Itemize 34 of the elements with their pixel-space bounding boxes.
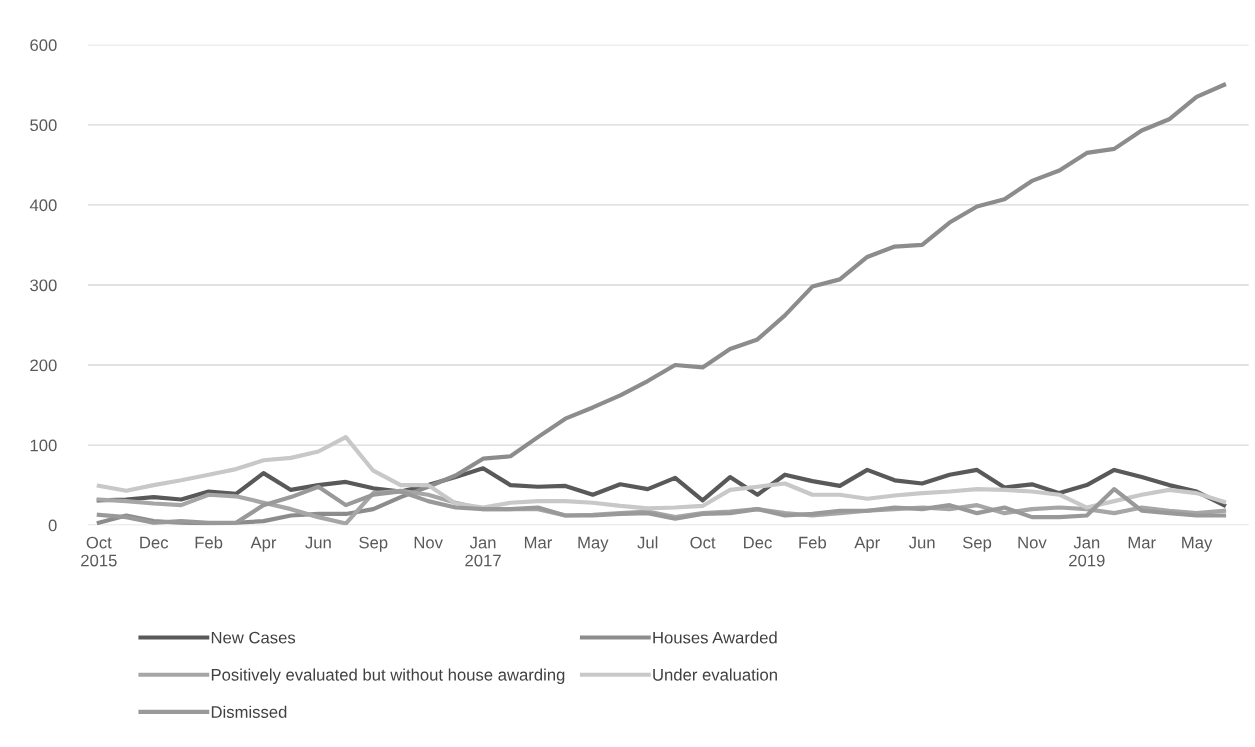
legend-label: Positively evaluated but without house awarding [211, 668, 565, 685]
x-tick-label: Jan 2017 [465, 536, 501, 567]
x-tick-label: Nov [414, 536, 443, 549]
x-tick-label: Feb [799, 536, 827, 549]
y-tick-label: 200 [30, 359, 57, 372]
legend-label: Dismissed [211, 705, 287, 718]
y-tick-label: 300 [30, 279, 57, 292]
x-tick-label: May [1182, 536, 1213, 552]
x-tick-label: Jun [305, 536, 331, 549]
x-tick-label: Feb [195, 536, 223, 549]
y-tick-label: 0 [48, 519, 57, 532]
x-tick-label: Sep [962, 536, 992, 552]
x-tick-label: Oct 2015 [81, 536, 117, 567]
x-tick-label: Jan 2019 [1069, 536, 1105, 567]
x-tick-label: Apr [250, 536, 277, 552]
legend-label: Under evaluation [653, 668, 777, 681]
x-tick-label: Dec [140, 536, 169, 549]
x-tick-label: Oct [690, 536, 716, 549]
x-tick-label: Mar [524, 536, 553, 549]
y-tick-label: 600 [30, 39, 57, 52]
y-tick-label: 400 [29, 199, 57, 212]
x-tick-label: Sep [359, 536, 388, 552]
y-tick-label: 100 [30, 439, 57, 452]
x-tick-label: Jul [637, 536, 658, 549]
x-tick-label: Nov [1018, 536, 1047, 549]
x-tick-label: Dec [744, 536, 772, 549]
x-tick-label: Mar [1128, 536, 1156, 549]
x-tick-label: May [578, 536, 609, 552]
x-tick-label: Jun [908, 536, 935, 549]
x-tick-label: Apr [854, 536, 880, 552]
line-series [96, 434, 1227, 511]
y-tick-label: 500 [30, 119, 57, 132]
legend-label: New Cases [211, 631, 296, 644]
legend-label: Houses Awarded [653, 631, 777, 644]
